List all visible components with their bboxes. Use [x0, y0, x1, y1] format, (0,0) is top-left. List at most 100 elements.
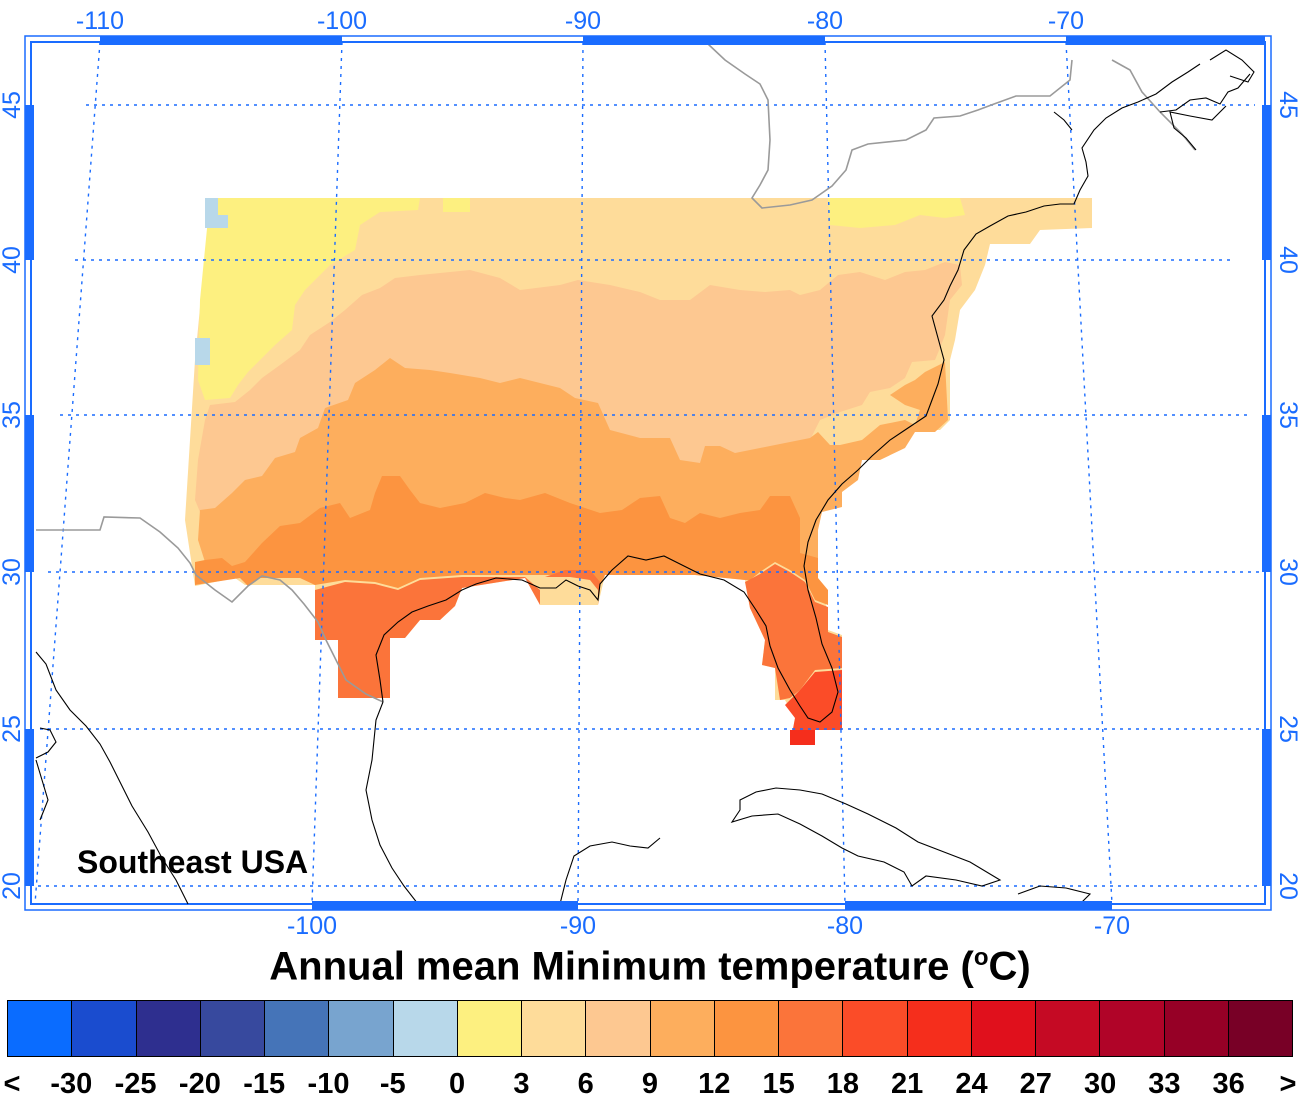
left-axis-bar-3	[25, 729, 34, 886]
right-lat-label: 35	[1274, 401, 1300, 429]
colorbar-labels: < -30 -25 -20 -15 -10 -5 0 3 6 9 12 15 18 21 24 27 30 33 36…	[0, 1068, 1300, 1108]
right-axis-bar-3	[1262, 729, 1271, 886]
colorbar-tick-label: 15	[762, 1068, 795, 1100]
temperature-zone	[745, 564, 842, 700]
colorbar-swatch	[393, 1001, 458, 1056]
coastlines	[35, 49, 1255, 905]
colorbar-swatch	[1036, 1001, 1101, 1056]
colorbar-swatch	[200, 1001, 265, 1056]
colorbar-tick-label: -10	[307, 1068, 350, 1100]
right-lat-label: 20	[1274, 872, 1300, 900]
bottom-lon-label: -80	[827, 912, 863, 940]
bottom-axis-bar-2	[845, 901, 1112, 910]
temperature-zone	[443, 198, 470, 212]
colorbar-swatch	[522, 1001, 587, 1056]
temperature-zone	[195, 262, 962, 512]
temperature-zone	[315, 570, 600, 698]
bottom-axis-bar-1	[312, 901, 578, 910]
colorbar-tick-label: 18	[826, 1068, 860, 1100]
temperature-zone	[195, 476, 828, 605]
right-lat-label: 30	[1274, 558, 1300, 586]
bottom-lon-label: -70	[1094, 912, 1130, 940]
top-axis-bar-3	[1066, 36, 1265, 45]
temperature-zone	[198, 198, 420, 400]
degree-sign: o	[973, 944, 989, 971]
colorbar-tick-label: 0	[449, 1068, 466, 1100]
temperature-zone	[198, 358, 948, 568]
left-axis-bar-2	[25, 415, 34, 572]
axis-bars	[25, 36, 1271, 910]
right-lat-label: 45	[1274, 91, 1300, 119]
colorbar-tick-label: -20	[178, 1068, 221, 1100]
colorbar-swatch	[586, 1001, 651, 1056]
colorbar-tick-label: 12	[698, 1068, 731, 1100]
top-lon-label: -110	[76, 7, 124, 35]
temperature-zone	[828, 198, 965, 228]
left-lat-label: 30	[0, 558, 26, 586]
colorbar-swatch	[136, 1001, 201, 1056]
right-axis-bar-2	[1262, 415, 1271, 572]
top-axis-bar-2	[583, 36, 825, 45]
colorbar-swatch	[8, 1001, 73, 1056]
colorbar-tick-label: 21	[891, 1068, 924, 1100]
colorbar-tick-label: 6	[577, 1068, 594, 1100]
colorbar	[7, 1000, 1293, 1057]
region-label: Southeast USA	[77, 844, 308, 880]
colorbar-swatch	[265, 1001, 330, 1056]
bottom-lon-label: -90	[560, 912, 596, 940]
temperature-zone	[195, 338, 210, 365]
colorbar-tick-label: >	[1279, 1068, 1297, 1100]
lon-110-line	[34, 41, 101, 905]
top-lon-label: -70	[1048, 7, 1084, 35]
temperature-zone	[785, 670, 842, 745]
temperature-zone	[205, 198, 228, 228]
graticule	[34, 41, 1262, 905]
colorbar-tick-label: 3	[513, 1068, 530, 1100]
map-figure: -110 -100 -90 -80 -70 -100 -90 -80 -70 4…	[0, 7, 1300, 940]
top-lon-label: -100	[317, 7, 367, 35]
temperature-zone	[790, 730, 815, 745]
right-lat-label: 25	[1274, 715, 1300, 743]
right-axis-bar-1	[1262, 105, 1271, 260]
colorbar-tick-label: 9	[641, 1068, 659, 1100]
colorbar-swatch	[971, 1001, 1036, 1056]
left-lat-label: 40	[0, 246, 26, 274]
top-lon-labels: -110 -100 -90 -80 -70	[76, 7, 1084, 35]
left-lat-label: 25	[0, 715, 26, 743]
colorbar-swatch	[650, 1001, 715, 1056]
right-lat-label: 40	[1274, 246, 1300, 274]
colorbar-swatch	[779, 1001, 844, 1056]
colorbar-tick-label: -5	[379, 1068, 406, 1100]
colorbar-tick-label: -30	[50, 1068, 93, 1100]
temperature-field	[185, 198, 1092, 745]
right-lat-labels: 45 40 35 30 25 20	[1274, 91, 1300, 900]
colorbar-tick-label: -15	[243, 1068, 286, 1100]
title-text: Annual mean Minimum temperature (	[269, 944, 974, 989]
colorbar-tick-label: 36	[1212, 1068, 1245, 1100]
colorbar-tick-label: 27	[1019, 1068, 1052, 1100]
top-lon-label: -90	[565, 7, 601, 35]
bottom-lon-labels: -100 -90 -80 -70	[287, 912, 1130, 940]
colorbar-swatch	[714, 1001, 779, 1056]
bottom-lon-label: -100	[287, 912, 337, 940]
left-lat-label: 35	[0, 401, 26, 429]
colorbar-swatch	[1164, 1001, 1229, 1056]
colorbar-tick-label: 24	[955, 1068, 988, 1100]
left-lat-label: 20	[0, 872, 26, 900]
colorbar-swatch	[72, 1001, 137, 1056]
left-axis-bar-1	[25, 105, 34, 260]
colorbar-swatch	[1100, 1001, 1165, 1056]
colorbar-swatch	[907, 1001, 972, 1056]
left-lat-labels: 45 40 35 30 25 20	[0, 91, 26, 900]
top-lon-label: -80	[807, 7, 843, 35]
colorbar-swatch	[843, 1001, 908, 1056]
colorbar-tick-label: 33	[1148, 1068, 1181, 1100]
colorbar-swatch	[1228, 1001, 1292, 1056]
top-axis-bar-1	[100, 36, 342, 45]
colorbar-swatch	[457, 1001, 522, 1056]
title-unit: C)	[988, 944, 1031, 989]
colorbar-swatch	[329, 1001, 394, 1056]
left-lat-label: 45	[0, 91, 26, 119]
map-title: Annual mean Minimum temperature (oC)	[0, 944, 1300, 989]
colorbar-tick-label: -25	[114, 1068, 157, 1100]
